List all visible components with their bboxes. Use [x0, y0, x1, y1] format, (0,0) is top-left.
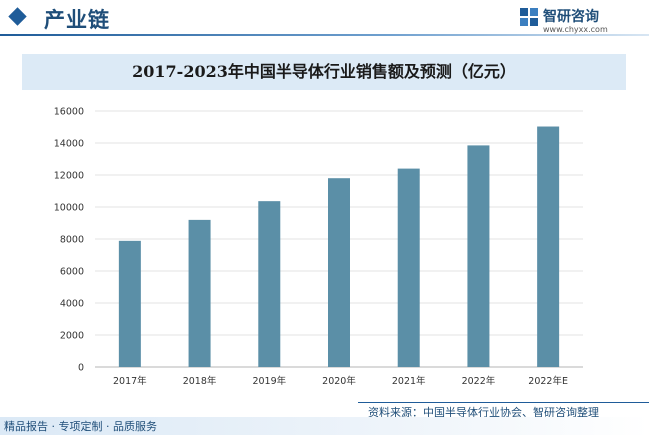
y-tick-label: 12000 [54, 171, 84, 182]
y-tick-label: 0 [78, 363, 84, 374]
x-tick-label: 2021年 [392, 375, 426, 387]
y-tick-label: 14000 [54, 139, 84, 150]
x-axis: 2017年 2018年 2019年 2020年 2021年 2022年 2022年E [113, 375, 568, 387]
bar-chart: 0 2000 4000 6000 8000 10000 12000 14000 16000 20… [54, 107, 583, 387]
x-tick-label: 2017年 [113, 375, 147, 387]
x-tick-label: 2022年E [528, 375, 568, 387]
brand-url: www.chyxx.com [543, 25, 608, 34]
y-axis: 0 2000 4000 6000 8000 10000 12000 14000 16000 [54, 107, 84, 374]
chart-title: 2017-2023年中国半导体行业销售额及预测（亿元） [132, 62, 516, 81]
bar [118, 240, 141, 367]
bar [537, 126, 560, 367]
brand-name: 智研咨询 [543, 9, 599, 25]
y-tick-label: 8000 [60, 235, 84, 246]
bars [118, 126, 560, 367]
slogan: 精品报告 · 专项定制 · 品质服务 [4, 420, 157, 433]
chart-title-bar: 2017-2023年中国半导体行业销售额及预测（亿元） [22, 54, 626, 90]
x-tick-label: 2020年 [322, 375, 356, 387]
diamond-icon [8, 7, 27, 26]
brand: 智研咨询 www.chyxx.com [519, 6, 639, 36]
bar [328, 178, 350, 367]
grid-lines [95, 110, 583, 368]
footer: 资料来源：中国半导体行业协会、智研咨询整理 精品报告 · 专项定制 · 品质服务 [0, 398, 649, 435]
bar [188, 219, 211, 367]
bar [467, 145, 490, 367]
header-divider [0, 34, 649, 36]
y-tick-label: 4000 [60, 299, 84, 310]
y-tick-label: 10000 [54, 203, 84, 214]
slogan-bar: 精品报告 · 专项定制 · 品质服务 [0, 417, 649, 435]
y-tick-label: 16000 [54, 107, 84, 118]
x-tick-label: 2018年 [183, 375, 217, 387]
x-tick-label: 2019年 [252, 375, 286, 387]
y-tick-label: 6000 [60, 267, 84, 278]
section-title: 产业链 [44, 8, 110, 32]
source-note: 资料来源：中国半导体行业协会、智研咨询整理 [368, 406, 599, 419]
brand-logo-icon [520, 8, 538, 26]
bar [397, 168, 420, 367]
header: 产业链 智研咨询 www.chyxx.com [0, 0, 649, 44]
y-tick-label: 2000 [60, 331, 84, 342]
bar [258, 201, 281, 367]
x-tick-label: 2022年 [462, 375, 496, 387]
footer-divider [358, 402, 649, 403]
